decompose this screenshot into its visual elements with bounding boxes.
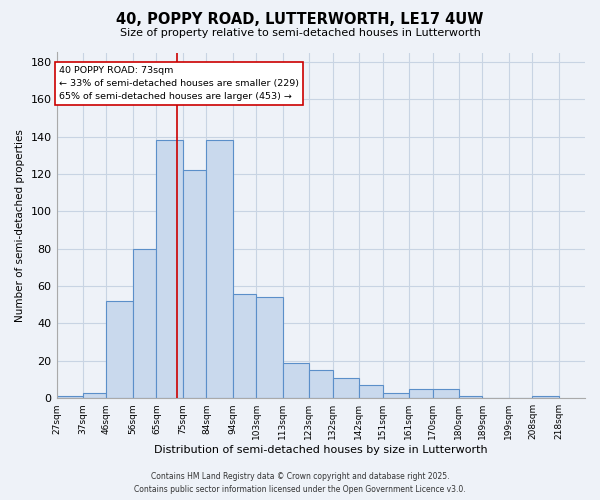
Bar — [157, 140, 183, 398]
Bar — [283, 362, 309, 398]
Bar — [433, 389, 459, 398]
Bar — [83, 392, 106, 398]
Bar — [56, 396, 83, 398]
Bar — [183, 170, 206, 398]
X-axis label: Distribution of semi-detached houses by size in Lutterworth: Distribution of semi-detached houses by … — [154, 445, 488, 455]
Text: 40, POPPY ROAD, LUTTERWORTH, LE17 4UW: 40, POPPY ROAD, LUTTERWORTH, LE17 4UW — [116, 12, 484, 28]
Bar — [133, 248, 157, 398]
Y-axis label: Number of semi-detached properties: Number of semi-detached properties — [15, 129, 25, 322]
Bar — [383, 392, 409, 398]
Bar — [256, 298, 283, 398]
Bar — [359, 385, 383, 398]
Bar — [106, 301, 133, 398]
Bar — [233, 294, 256, 398]
Bar — [409, 389, 433, 398]
Bar — [459, 396, 482, 398]
Bar — [332, 378, 359, 398]
Bar — [206, 140, 233, 398]
Text: Contains HM Land Registry data © Crown copyright and database right 2025.
Contai: Contains HM Land Registry data © Crown c… — [134, 472, 466, 494]
Bar — [532, 396, 559, 398]
Text: 40 POPPY ROAD: 73sqm
← 33% of semi-detached houses are smaller (229)
65% of semi: 40 POPPY ROAD: 73sqm ← 33% of semi-detac… — [59, 66, 299, 101]
Bar — [309, 370, 332, 398]
Text: Size of property relative to semi-detached houses in Lutterworth: Size of property relative to semi-detach… — [119, 28, 481, 38]
